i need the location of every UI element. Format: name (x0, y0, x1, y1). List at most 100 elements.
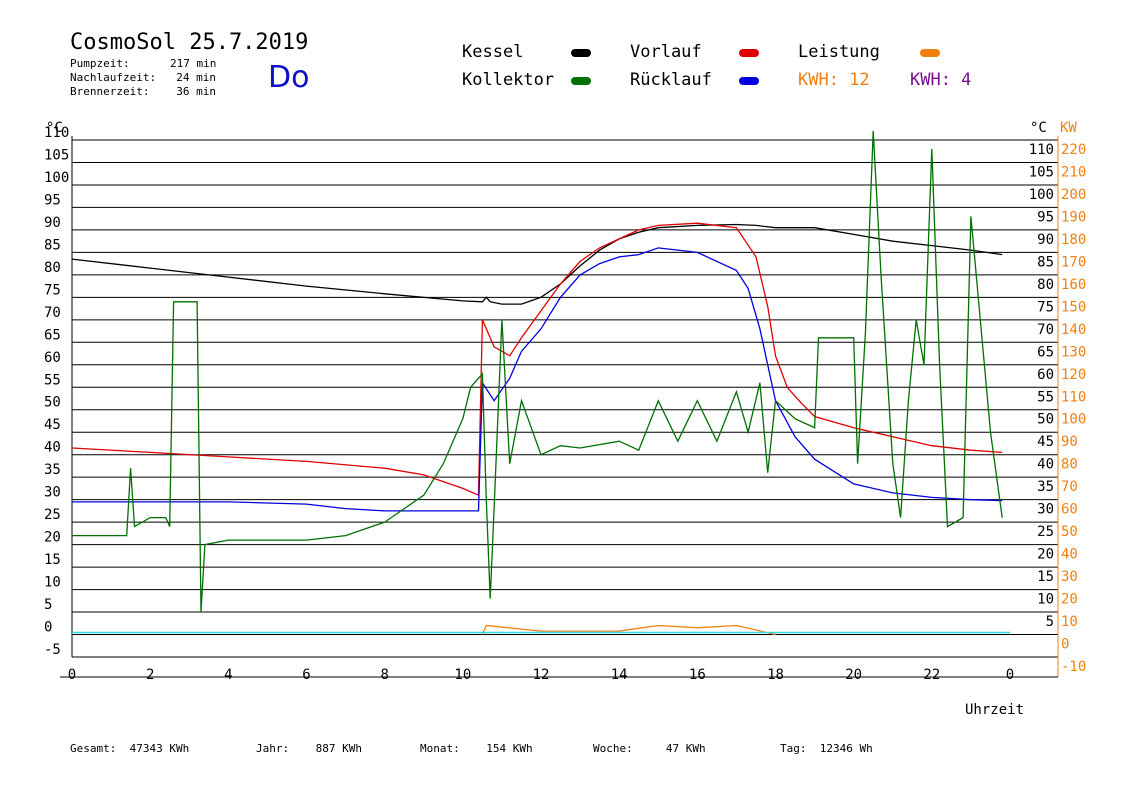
y-tick-label-right: 5 (1046, 614, 1054, 630)
series-line-kessel (71, 223, 1003, 305)
legend-kessel-swatch (571, 49, 591, 57)
legend-kwh-total: KWH: 12 (798, 70, 870, 90)
kw-tick-label: 0 (1061, 637, 1069, 653)
y-tick-label-right: 35 (1037, 479, 1054, 495)
footer-gesamt: Gesamt: 47343 KWh (70, 742, 189, 755)
legend-leistung-label: Leistung (798, 42, 880, 62)
footer-label: Tag: (780, 742, 807, 755)
footer-label: Gesamt: (70, 742, 117, 755)
kw-tick-label: 110 (1061, 389, 1086, 405)
kw-tick-label: 210 (1061, 164, 1086, 180)
y-tick-label-left: 85 (44, 237, 61, 253)
kw-tick-label: 30 (1061, 569, 1078, 585)
stat-label: Brennerzeit: (70, 85, 150, 98)
kw-tick-label: 40 (1061, 547, 1078, 563)
y-axis-label-right: °C (1030, 120, 1047, 136)
x-tick-label: 16 (689, 667, 706, 683)
y-axis-label-left: °C (46, 120, 63, 136)
kw-tick-label: 140 (1061, 322, 1086, 338)
stat-value: 217 min (170, 57, 217, 70)
y-tick-label-right: 95 (1037, 209, 1054, 225)
kw-tick-label: 100 (1061, 412, 1086, 428)
kw-tick-label: 150 (1061, 299, 1086, 315)
footer-label: Monat: (420, 742, 460, 755)
x-tick-label: 0 (1006, 667, 1014, 683)
y-tick-label-right: 110 (1029, 142, 1054, 158)
legend-ruecklauf-swatch (739, 77, 759, 85)
brennerzeit-stat: Brennerzeit: 36 min (70, 85, 216, 98)
y-tick-label-left: -5 (44, 642, 61, 658)
kw-tick-label: 130 (1061, 344, 1086, 360)
x-tick-label: 2 (146, 667, 154, 683)
y-tick-label-left: 15 (44, 552, 61, 568)
pumpzeit-stat: Pumpzeit: 217 min (70, 57, 216, 70)
kw-tick-label: 170 (1061, 254, 1086, 270)
y-tick-label-left: 110 (44, 125, 69, 141)
y-tick-label-left: 90 (44, 215, 61, 231)
y-tick-label-right: 45 (1037, 434, 1054, 450)
kw-axis-label: KW (1060, 120, 1077, 136)
y-tick-label-right: 105 (1029, 164, 1054, 180)
y-tick-label-left: 35 (44, 462, 61, 478)
chart-series (71, 130, 1010, 636)
y-tick-label-left: 50 (44, 395, 61, 411)
stat-label: Pumpzeit: (70, 57, 130, 70)
page-title: CosmoSol 25.7.2019 (70, 30, 309, 55)
y-tick-label-left: 25 (44, 507, 61, 523)
kw-tick-label: -10 (1061, 659, 1086, 675)
kw-tick-label: 20 (1061, 592, 1078, 608)
series-line-vorlauf (71, 222, 1003, 497)
x-tick-label: 6 (302, 667, 310, 683)
y-tick-label-right: 15 (1037, 569, 1054, 585)
chart-labels: 1101051009590858075706560555045403530252… (44, 125, 1086, 683)
legend-kwh-solar: KWH: 4 (910, 70, 972, 90)
y-tick-label-left: 10 (44, 575, 61, 591)
y-tick-label-right: 50 (1037, 412, 1054, 428)
kw-tick-label: 220 (1061, 142, 1086, 158)
legend-ruecklauf-label: Rücklauf (630, 70, 712, 90)
legend-leistung-swatch (920, 49, 940, 57)
y-tick-label-left: 80 (44, 260, 61, 276)
y-tick-label-right: 65 (1037, 344, 1054, 360)
y-tick-label-right: 10 (1037, 592, 1054, 608)
x-tick-label: 8 (380, 667, 388, 683)
footer-value: 12346 Wh (819, 742, 873, 755)
kw-tick-label: 120 (1061, 367, 1086, 383)
y-tick-label-right: 75 (1037, 299, 1054, 315)
x-tick-label: 18 (767, 667, 784, 683)
kw-tick-label: 200 (1061, 187, 1086, 203)
y-tick-label-left: 45 (44, 417, 61, 433)
y-tick-label-left: 65 (44, 327, 61, 343)
chart-grid (60, 136, 1059, 678)
x-tick-label: 20 (845, 667, 862, 683)
series-line-kollektor (72, 130, 1003, 613)
y-tick-label-right: 85 (1037, 254, 1054, 270)
legend-vorlauf-swatch (739, 49, 759, 57)
footer-tag: Tag: 12346 Wh (780, 742, 873, 755)
y-tick-label-left: 0 (44, 620, 52, 636)
y-tick-label-right: 90 (1037, 232, 1054, 248)
y-tick-label-left: 30 (44, 485, 61, 501)
kw-tick-label: 180 (1061, 232, 1086, 248)
kw-tick-label: 70 (1061, 479, 1078, 495)
y-tick-label-left: 100 (44, 170, 69, 186)
stat-value: 24 min (176, 71, 216, 84)
footer-monat: Monat: 154 KWh (420, 742, 533, 755)
y-tick-label-right: 30 (1037, 502, 1054, 518)
kw-tick-label: 90 (1061, 434, 1078, 450)
footer-label: Jahr: (256, 742, 290, 755)
footer-jahr: Jahr: 887 KWh (256, 742, 362, 755)
footer-value: 47 KWh (665, 742, 706, 755)
y-tick-label-right: 20 (1037, 547, 1054, 563)
kw-tick-label: 190 (1061, 209, 1086, 225)
footer-label: Woche: (593, 742, 633, 755)
y-tick-label-left: 105 (44, 147, 69, 163)
y-tick-label-left: 20 (44, 530, 61, 546)
y-tick-label-right: 55 (1037, 389, 1054, 405)
legend-vorlauf-label: Vorlauf (630, 42, 702, 62)
legend-kessel-label: Kessel (462, 42, 524, 62)
kw-tick-label: 10 (1061, 614, 1078, 630)
footer-value: 154 KWh (486, 742, 533, 755)
y-tick-label-left: 70 (44, 305, 61, 321)
